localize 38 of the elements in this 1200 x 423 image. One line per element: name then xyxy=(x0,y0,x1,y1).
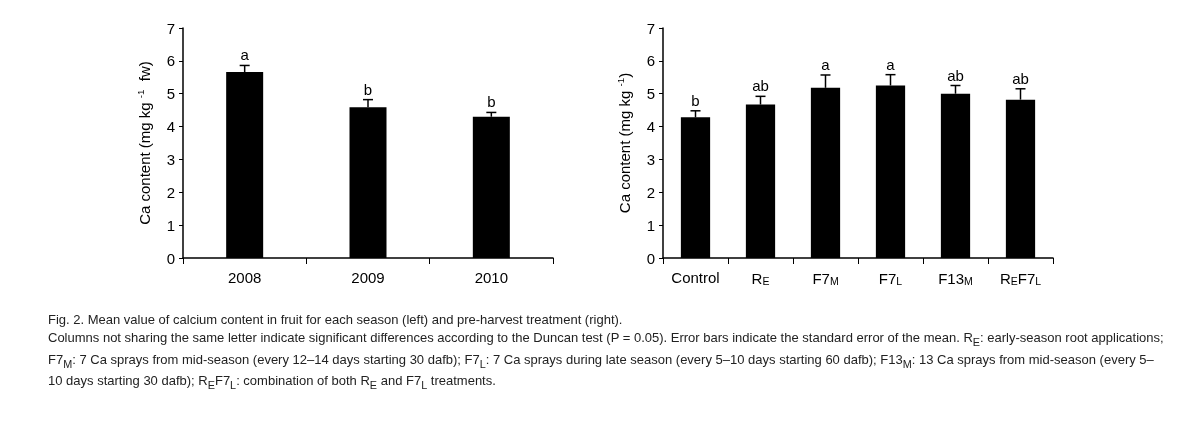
y-tick-label: 0 xyxy=(166,249,175,267)
data-label: a xyxy=(240,46,250,64)
y-tick-label: 1 xyxy=(166,216,175,234)
caption: Fig. 2. Mean value of calcium content in fruit for each season (left) and pre-harvest treatment (right). xyxy=(48,311,624,329)
y-tick-label: 4 xyxy=(646,118,655,136)
y-tick-label: 2 xyxy=(646,183,655,201)
data-label: b xyxy=(487,93,496,111)
y-tick-label: 3 xyxy=(166,150,175,168)
y-tick-label: 5 xyxy=(646,85,655,103)
data-label: ab xyxy=(947,66,964,84)
y-tick-label: 3 xyxy=(646,150,655,168)
data-label: b xyxy=(363,80,373,98)
data-label: a xyxy=(821,55,831,73)
y-tick-label: 2 xyxy=(166,183,175,201)
data-label: ab xyxy=(1012,69,1029,87)
y-tick-label: 7 xyxy=(166,19,175,37)
data-label: b xyxy=(691,91,700,109)
y-tick-label: 7 xyxy=(646,19,655,37)
y-tick-label: 6 xyxy=(646,52,655,70)
x-tick-label: F7M xyxy=(812,269,839,287)
x-tick-label: 2009 xyxy=(351,269,385,286)
y-tick-label: 1 xyxy=(646,216,655,234)
x-tick-label: F13M xyxy=(938,269,973,287)
x-tick-label: REF7L xyxy=(999,269,1042,287)
y-tick-label: 6 xyxy=(166,52,175,70)
y-axis-title: Ca content (mg kg -1) xyxy=(615,72,633,214)
data-label: a xyxy=(886,55,896,73)
y-tick-label: 0 xyxy=(646,249,655,267)
x-tick-label: RE xyxy=(751,269,770,287)
x-tick-label: Control xyxy=(671,269,720,286)
x-tick-label: 2010 xyxy=(474,269,509,286)
y-axis-title: Ca content (mg kg -1 fw) xyxy=(135,61,153,225)
y-tick-label: 5 xyxy=(166,85,175,103)
text: Columns not sharing the same letter indicate significant differences according to the Duncan test (P = 0.05). Error bars indicate the standard error of the mean. R$_{E}$: early-season root applications; F7$_{M}$: 7 Ca sprays from mid-season (every 12–14 days starting 30 dafb); F7$_{L}$: 7 Ca sprays during late season (every 5–10 days starting 60 dafb); F13$_{M}$: 13 Ca sprays from mid-season (every 5–10 days starting 30 dafb); R$_{E}$F7$_{L}$: combination of both R$_{E}$ and F7$_{L}$ treatments. xyxy=(48,330,1164,391)
data-label: ab xyxy=(752,77,769,95)
y-tick-label: 4 xyxy=(166,118,175,136)
x-tick-label: 2008 xyxy=(227,269,262,286)
x-tick-label: F7L xyxy=(878,269,903,287)
